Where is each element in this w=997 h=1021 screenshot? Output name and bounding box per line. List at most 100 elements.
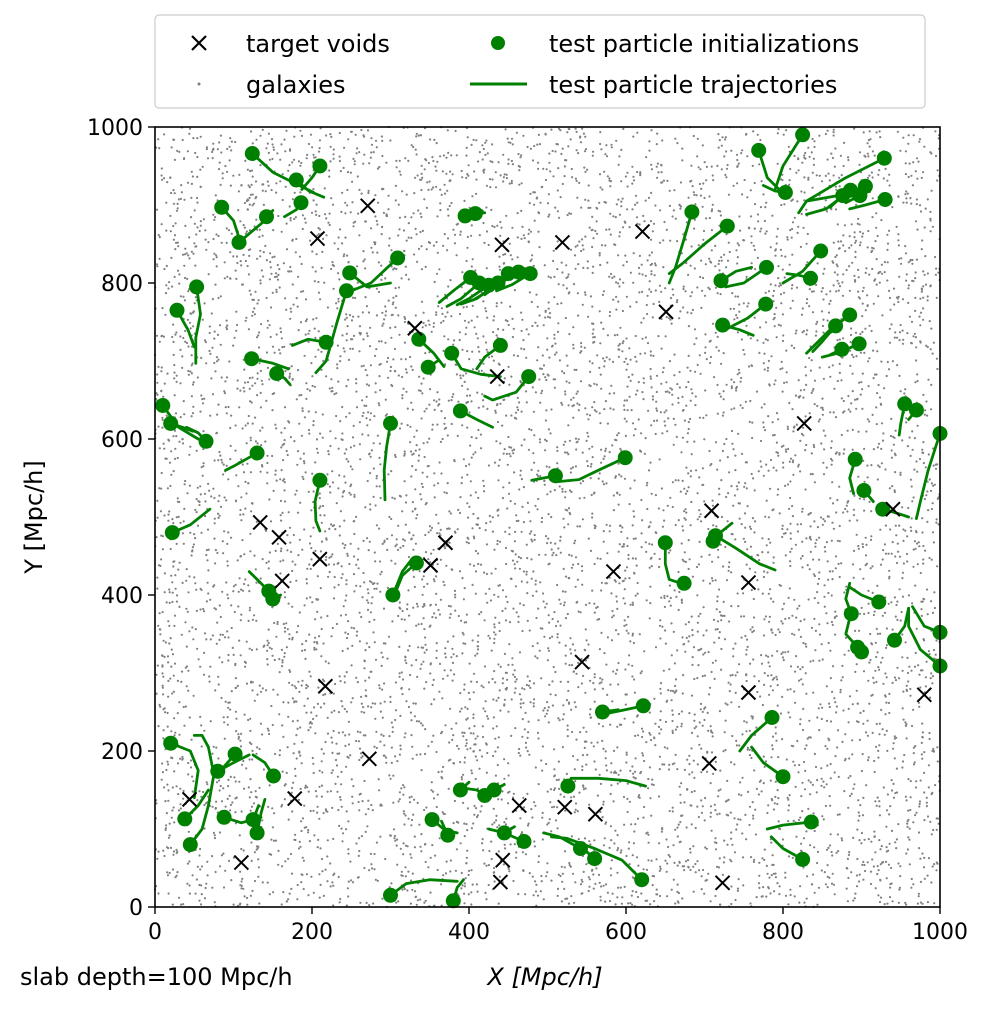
galaxy-point: [885, 826, 887, 828]
galaxy-point: [770, 355, 772, 357]
galaxy-point: [632, 282, 634, 284]
legend-circle-marker: [491, 36, 505, 50]
galaxy-point: [196, 450, 198, 452]
galaxy-point: [301, 650, 303, 652]
galaxy-point: [553, 337, 555, 339]
galaxy-point: [589, 843, 591, 845]
galaxy-point: [715, 346, 717, 348]
galaxy-point: [523, 348, 525, 350]
galaxy-point: [740, 615, 742, 617]
galaxy-point: [624, 570, 626, 572]
galaxy-point: [259, 430, 261, 432]
galaxy-point: [209, 681, 211, 683]
galaxy-point: [412, 873, 414, 875]
galaxy-point: [779, 512, 781, 514]
galaxy-point: [670, 622, 672, 624]
galaxy-point: [830, 447, 832, 449]
galaxy-point: [552, 150, 554, 152]
galaxy-point: [545, 875, 547, 877]
galaxy-point: [839, 813, 841, 815]
galaxy-point: [406, 240, 408, 242]
galaxy-point: [541, 880, 543, 882]
galaxy-point: [413, 576, 415, 578]
galaxy-point: [280, 500, 282, 502]
galaxy-point: [322, 238, 324, 240]
galaxy-point: [207, 157, 209, 159]
galaxy-point: [343, 520, 345, 522]
galaxy-point: [568, 507, 570, 509]
galaxy-point: [359, 902, 361, 904]
galaxy-point: [669, 240, 671, 242]
galaxy-point: [559, 540, 561, 542]
galaxy-point: [582, 248, 584, 250]
galaxy-point: [325, 559, 327, 561]
galaxy-point: [339, 525, 341, 527]
galaxy-point: [258, 866, 260, 868]
galaxy-point: [777, 128, 779, 130]
galaxy-point: [615, 216, 617, 218]
galaxy-point: [828, 366, 830, 368]
galaxy-point: [477, 497, 479, 499]
galaxy-point: [212, 634, 214, 636]
galaxy-point: [258, 346, 260, 348]
galaxy-point: [340, 680, 342, 682]
galaxy-point: [829, 844, 831, 846]
galaxy-point: [392, 268, 394, 270]
galaxy-point: [607, 636, 609, 638]
galaxy-point: [517, 397, 519, 399]
galaxy-point: [531, 469, 533, 471]
galaxy-point: [605, 144, 607, 146]
galaxy-point: [438, 532, 440, 534]
galaxy-point: [637, 896, 639, 898]
galaxy-point: [911, 725, 913, 727]
galaxy-point: [741, 453, 743, 455]
galaxy-point: [760, 228, 762, 230]
galaxy-point: [406, 608, 408, 610]
galaxy-point: [282, 173, 284, 175]
galaxy-point: [272, 826, 274, 828]
galaxy-point: [910, 526, 912, 528]
galaxy-point: [577, 759, 579, 761]
galaxy-point: [285, 130, 287, 132]
galaxy-point: [194, 265, 196, 267]
galaxy-point: [562, 183, 564, 185]
galaxy-point: [646, 900, 648, 902]
galaxy-point: [302, 817, 304, 819]
galaxy-point: [459, 761, 461, 763]
galaxy-point: [905, 417, 907, 419]
galaxy-point: [831, 851, 833, 853]
galaxy-point: [317, 703, 319, 705]
galaxy-point: [462, 375, 464, 377]
galaxy-point: [287, 746, 289, 748]
galaxy-point: [338, 732, 340, 734]
galaxy-point: [850, 244, 852, 246]
galaxy-point: [537, 470, 539, 472]
galaxy-point: [321, 785, 323, 787]
galaxy-point: [621, 350, 623, 352]
galaxy-point: [822, 518, 824, 520]
galaxy-point: [235, 424, 237, 426]
galaxy-point: [305, 398, 307, 400]
galaxy-point: [916, 542, 918, 544]
galaxy-point: [286, 646, 288, 648]
galaxy-point: [350, 543, 352, 545]
galaxy-point: [565, 655, 567, 657]
galaxy-point: [246, 230, 248, 232]
galaxy-point: [239, 871, 241, 873]
galaxy-point: [269, 252, 271, 254]
galaxy-point: [472, 639, 474, 641]
galaxy-point: [427, 558, 429, 560]
galaxy-point: [294, 775, 296, 777]
galaxy-point: [925, 400, 927, 402]
galaxy-point: [250, 791, 252, 793]
galaxy-point: [446, 190, 448, 192]
galaxy-point: [168, 510, 170, 512]
galaxy-point: [619, 214, 621, 216]
galaxy-point: [308, 634, 310, 636]
galaxy-point: [922, 563, 924, 565]
galaxy-point: [340, 771, 342, 773]
galaxy-point: [835, 208, 837, 210]
galaxy-point: [220, 344, 222, 346]
galaxy-point: [745, 401, 747, 403]
galaxy-point: [663, 595, 665, 597]
